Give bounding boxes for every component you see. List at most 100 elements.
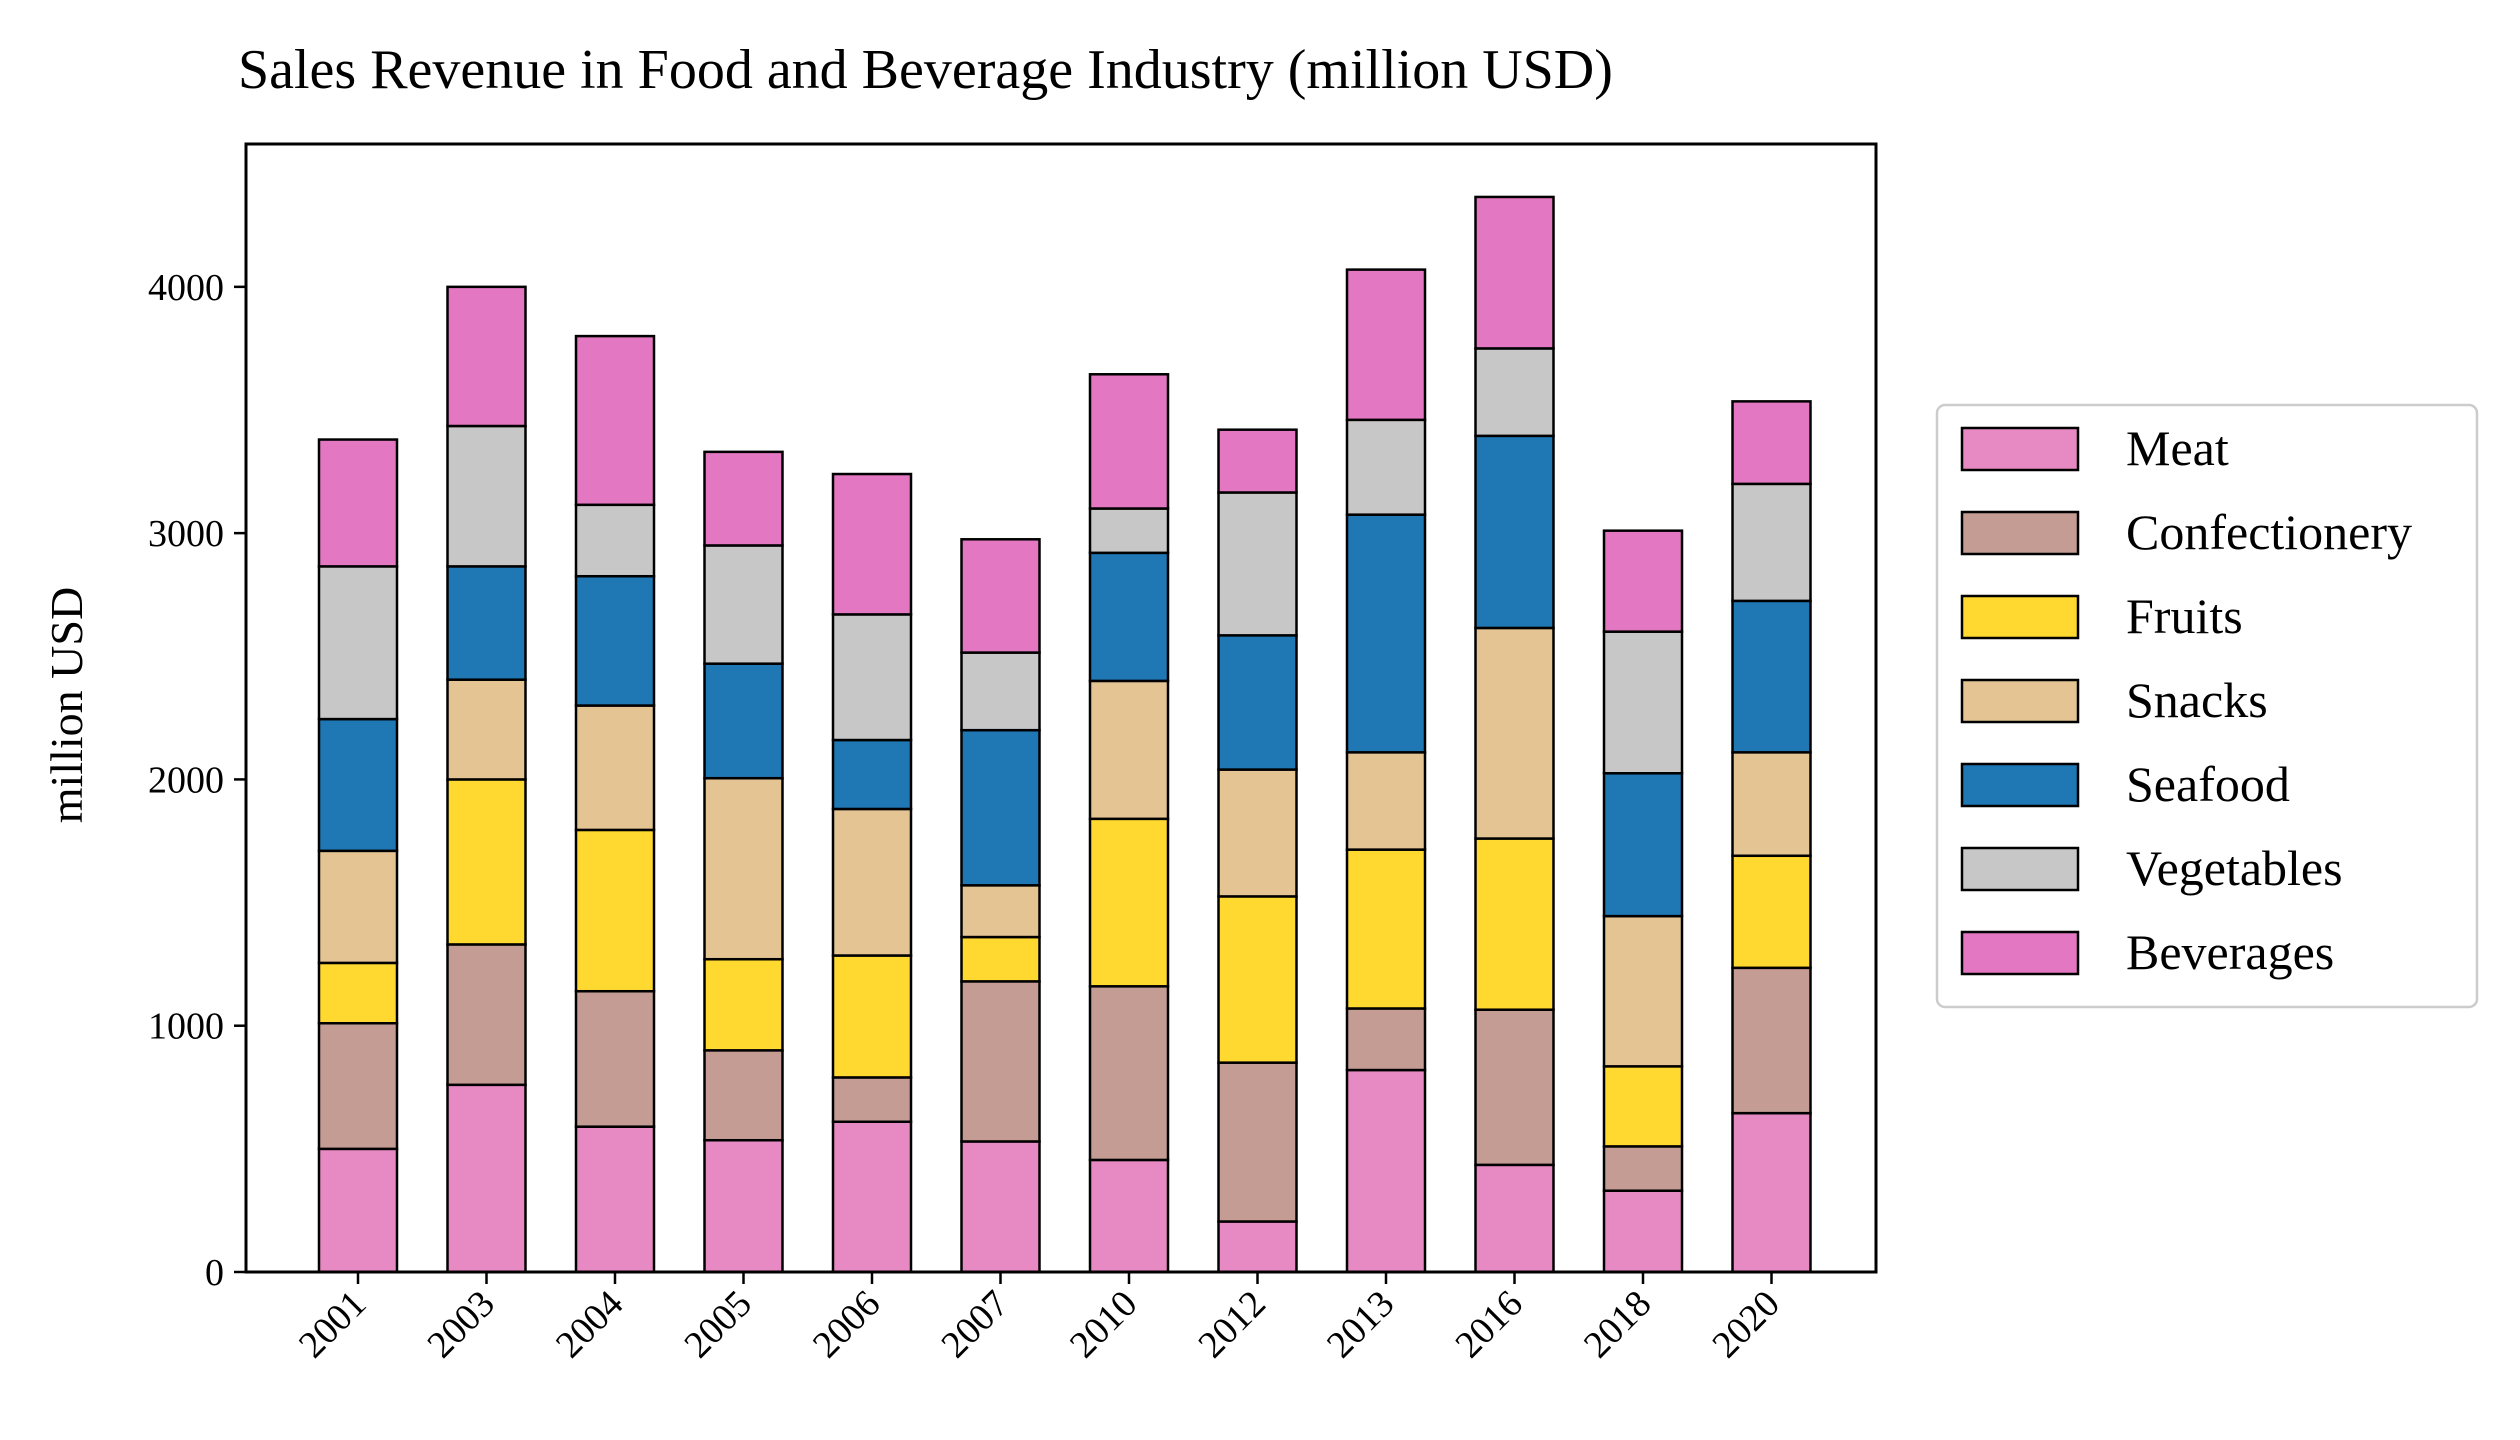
x-tick-label: 2003 (419, 1283, 502, 1366)
x-tick-label: 2001 (291, 1283, 374, 1366)
legend-swatch-fruits (1960, 594, 2080, 640)
chart-title: Sales Revenue in Food and Beverage Indus… (238, 39, 1613, 101)
legend-label-snacks: Snacks (2126, 672, 2268, 728)
bar-segment-beverages-2003 (446, 285, 527, 428)
bar-segment-beverages-2001 (317, 438, 399, 568)
y-axis: 0 1000 2000 3000 4000 (148, 267, 246, 1294)
x-tick-label: 2004 (548, 1283, 631, 1366)
bars-layer (317, 195, 1812, 1274)
bar-segment-meat-2010 (1088, 1158, 1170, 1274)
x-tick-label: 2013 (1319, 1283, 1402, 1366)
bar-segment-beverages-2016 (1474, 195, 1555, 350)
legend-label-seafood: Seafood (2126, 756, 2290, 812)
bar-segment-meat-2004 (574, 1125, 656, 1274)
y-tick-label: 3000 (148, 513, 224, 555)
bar-segment-meat-2016 (1474, 1163, 1555, 1274)
bar-segment-seafood-2001 (317, 717, 399, 853)
bar-segment-seafood-2013 (1345, 513, 1427, 754)
bar-segment-vegetables-2016 (1474, 347, 1555, 438)
bar-segment-vegetables-2007 (960, 651, 1041, 732)
bar-segment-seafood-2018 (1602, 772, 1684, 918)
bar-segment-confectionery-2020 (1731, 966, 1812, 1115)
bar-segment-meat-2003 (446, 1083, 527, 1274)
bar-segment-seafood-2016 (1474, 434, 1555, 630)
bar-segment-confectionery-2016 (1474, 1008, 1555, 1167)
bar-segment-snacks-2016 (1474, 626, 1555, 840)
bar-segment-vegetables-2005 (703, 544, 784, 665)
x-tick-label: 2006 (805, 1283, 888, 1366)
bar-segment-vegetables-2012 (1217, 491, 1298, 637)
bar-segment-seafood-2020 (1731, 599, 1812, 754)
bar-segment-vegetables-2001 (317, 565, 399, 721)
bar-segment-beverages-2005 (703, 450, 784, 547)
bar-segment-fruits-2012 (1217, 895, 1298, 1064)
y-tick-label: 4000 (148, 267, 224, 309)
plot-frame (244, 142, 1878, 1274)
bar-segment-vegetables-2018 (1602, 630, 1684, 775)
x-tick-label: 2010 (1062, 1283, 1145, 1366)
bar-segment-meat-2005 (703, 1138, 784, 1274)
legend-swatch-snacks (1960, 678, 2080, 724)
bar-segment-beverages-2004 (574, 334, 656, 507)
x-tick-label: 2020 (1704, 1283, 1787, 1366)
bar-segment-fruits-2001 (317, 961, 399, 1025)
bar-segment-confectionery-2010 (1088, 985, 1170, 1162)
bar-segment-vegetables-2010 (1088, 507, 1170, 555)
legend: Meat Confectionery Fruits Snacks Seafood Vege… (1935, 403, 2479, 1009)
bar-segment-seafood-2012 (1217, 634, 1298, 771)
bar-segment-beverages-2006 (831, 472, 913, 616)
legend-label-confectionery: Confectionery (2126, 504, 2412, 560)
bar-segment-beverages-2020 (1731, 400, 1812, 486)
bar-segment-confectionery-2006 (831, 1076, 913, 1124)
legend-label-vegetables: Vegetables (2126, 840, 2343, 896)
y-axis-label: million USD (41, 587, 92, 823)
bar-segment-fruits-2016 (1474, 837, 1555, 1011)
bar-segment-confectionery-2001 (317, 1022, 399, 1151)
bar-segment-snacks-2020 (1731, 751, 1812, 858)
bar-segment-beverages-2010 (1088, 373, 1170, 510)
bar-segment-confectionery-2018 (1602, 1145, 1684, 1192)
legend-swatch-beverages (1960, 930, 2080, 976)
bar-segment-meat-2006 (831, 1120, 913, 1274)
bar-segment-snacks-2018 (1602, 914, 1684, 1068)
bar-segment-beverages-2007 (960, 538, 1041, 654)
bar-segment-seafood-2007 (960, 728, 1041, 887)
bar-segment-meat-2007 (960, 1140, 1041, 1274)
y-tick-label: 1000 (148, 1006, 224, 1048)
bar-segment-snacks-2013 (1345, 751, 1427, 851)
x-tick-label: 2007 (933, 1283, 1016, 1366)
bar-segment-snacks-2010 (1088, 679, 1170, 821)
bar-segment-meat-2001 (317, 1147, 399, 1274)
x-tick-label: 2005 (676, 1283, 759, 1366)
legend-label-meat: Meat (2126, 420, 2229, 476)
bar-segment-confectionery-2013 (1345, 1007, 1427, 1072)
bar-segment-fruits-2018 (1602, 1065, 1684, 1148)
legend-label-beverages: Beverages (2126, 924, 2334, 980)
legend-swatch-meat (1960, 426, 2080, 472)
bar-segment-seafood-2003 (446, 565, 527, 681)
legend-swatch-seafood (1960, 762, 2080, 808)
bar-segment-snacks-2001 (317, 849, 399, 965)
bar-segment-meat-2013 (1345, 1068, 1427, 1274)
bar-segment-seafood-2010 (1088, 551, 1170, 683)
bar-segment-snacks-2003 (446, 678, 527, 781)
bar-segment-snacks-2004 (574, 704, 656, 832)
bar-segment-confectionery-2003 (446, 943, 527, 1087)
x-axis: 2001 2003 2004 2005 2006 2007 2010 2012 2013 2016… (291, 1272, 1788, 1366)
bar-segment-meat-2020 (1731, 1111, 1812, 1274)
bar-segment-snacks-2012 (1217, 768, 1298, 898)
bar-segment-vegetables-2020 (1731, 482, 1812, 603)
bar-segment-beverages-2013 (1345, 268, 1427, 422)
y-tick-label: 0 (205, 1252, 224, 1294)
bar-segment-meat-2018 (1602, 1189, 1684, 1274)
x-tick-label: 2012 (1190, 1283, 1273, 1366)
legend-swatch-confectionery (1960, 510, 2080, 556)
bar-segment-confectionery-2007 (960, 980, 1041, 1143)
bar-segment-fruits-2004 (574, 828, 656, 993)
bar-segment-fruits-2003 (446, 778, 527, 946)
legend-label-fruits: Fruits (2126, 588, 2243, 644)
bar-segment-fruits-2007 (960, 935, 1041, 983)
legend-swatch-vegetables (1960, 846, 2080, 892)
bar-segment-beverages-2012 (1217, 428, 1298, 494)
